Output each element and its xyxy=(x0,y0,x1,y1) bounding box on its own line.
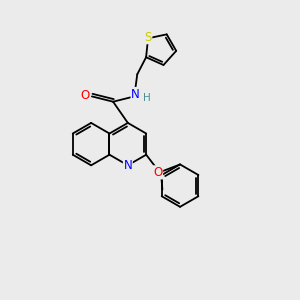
Text: O: O xyxy=(153,166,163,179)
Text: N: N xyxy=(131,88,140,100)
Text: O: O xyxy=(81,89,90,102)
Text: N: N xyxy=(124,159,132,172)
Text: S: S xyxy=(144,31,152,44)
Text: H: H xyxy=(143,93,151,103)
